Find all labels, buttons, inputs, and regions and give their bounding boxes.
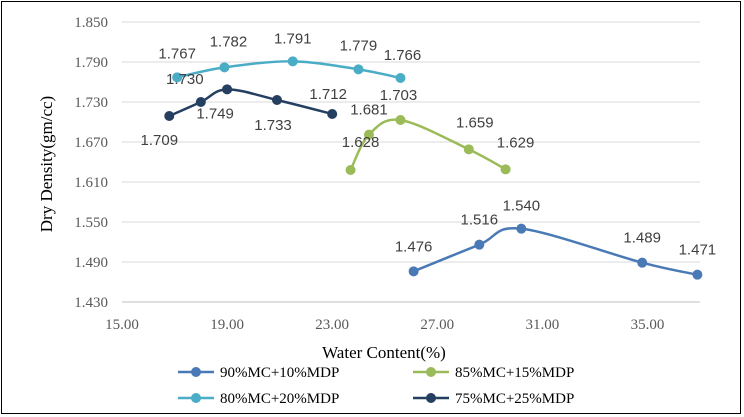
y-tick-label: 1.610	[74, 175, 108, 191]
legend-marker	[426, 367, 436, 377]
data-label: 1.749	[196, 105, 234, 122]
data-label: 1.489	[623, 230, 661, 247]
series-line	[168, 88, 333, 118]
legend-entry: 85%MC+15%MDP	[413, 365, 574, 381]
x-tick-label: 19.00	[210, 317, 244, 333]
data-label: 1.712	[309, 86, 347, 103]
x-axis-title: Water Content(%)	[322, 343, 446, 362]
data-point	[500, 164, 511, 175]
data-label: 1.733	[254, 117, 292, 134]
y-tick-label: 1.730	[74, 95, 108, 111]
data-label: 1.767	[158, 45, 196, 62]
legend-label: 85%MC+15%MDP	[455, 365, 574, 381]
data-label: 1.779	[340, 37, 378, 54]
data-point	[474, 239, 485, 250]
legend-marker	[426, 393, 436, 403]
x-tick-label: 15.00	[105, 317, 139, 333]
gridlines	[122, 21, 700, 263]
data-point	[272, 95, 283, 105]
data-point	[637, 257, 648, 268]
data-point	[692, 269, 703, 280]
data-label: 1.471	[679, 242, 717, 259]
data-point	[222, 84, 233, 95]
data-point	[172, 72, 183, 83]
y-tick-label: 1.490	[74, 255, 108, 271]
data-point	[164, 111, 175, 121]
data-point	[287, 56, 298, 67]
x-tick-label: 23.00	[315, 317, 349, 333]
data-point	[353, 64, 364, 75]
data-point	[327, 109, 338, 119]
data-label: 1.628	[342, 134, 380, 151]
data-label: 1.540	[503, 198, 541, 215]
y-axis-title: Dry Density(gm/cc)	[37, 96, 56, 232]
data-label: 1.766	[384, 47, 422, 64]
x-tick-label: 31.00	[525, 317, 559, 333]
y-tick-label: 1.790	[74, 55, 108, 71]
legend-marker	[191, 367, 201, 377]
data-label: 1.516	[461, 212, 499, 229]
data-label: 1.659	[456, 114, 494, 131]
data-point	[219, 62, 230, 73]
data-label: 1.782	[210, 33, 248, 50]
legend-entry: 75%MC+25%MDP	[413, 391, 574, 407]
series-lines	[168, 60, 698, 276]
tick-labels: 1.430 1.490 1.550 1.610 1.670 1.730 1.790 1.850…	[74, 15, 664, 333]
data-point	[363, 129, 374, 140]
data-point	[463, 144, 474, 155]
y-tick-label: 1.550	[74, 215, 108, 231]
data-point	[408, 266, 419, 277]
y-tick-label: 1.850	[74, 15, 108, 31]
data-label: 1.703	[380, 87, 418, 104]
data-label: 1.629	[497, 134, 535, 151]
data-label: 1.709	[141, 132, 179, 149]
x-tick-label: 35.00	[631, 317, 665, 333]
legend-label: 75%MC+25%MDP	[455, 391, 574, 407]
legend: 90%MC+10%MDP 85%MC+15%MDP 80%MC+20%MDP 75%M…	[178, 365, 574, 407]
data-label: 1.791	[274, 30, 312, 47]
legend-label: 90%MC+10%MDP	[220, 365, 339, 381]
data-point	[395, 115, 406, 125]
legend-label: 80%MC+20%MDP	[220, 391, 339, 407]
data-point	[395, 73, 406, 83]
data-point	[516, 223, 527, 234]
legend-entry: 90%MC+10%MDP	[178, 365, 339, 381]
y-tick-label: 1.670	[74, 135, 108, 151]
x-tick-label: 27.00	[420, 317, 454, 333]
legend-entry: 80%MC+20%MDP	[178, 391, 339, 407]
data-label: 1.476	[395, 238, 433, 255]
y-tick-label: 1.430	[74, 295, 108, 311]
data-label: 1.681	[350, 102, 388, 119]
legend-marker	[191, 393, 201, 403]
data-point	[345, 165, 356, 175]
series-points	[164, 56, 703, 280]
data-label: 1.730	[166, 71, 204, 88]
data-point	[195, 97, 206, 107]
